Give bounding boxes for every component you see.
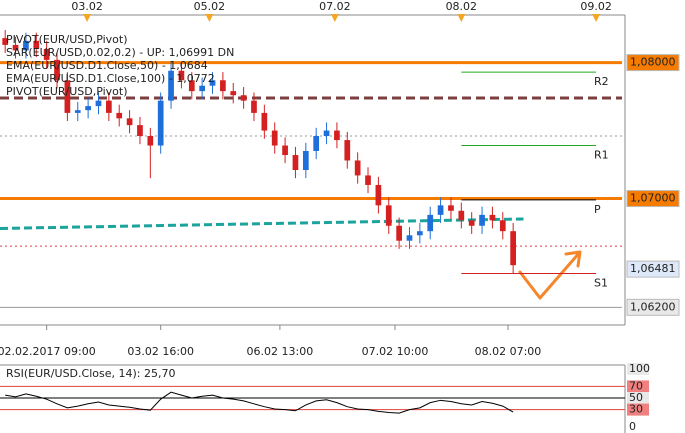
candle-body bbox=[168, 70, 174, 101]
candle-body bbox=[354, 160, 361, 176]
candle-body bbox=[137, 125, 143, 137]
candle-body bbox=[375, 184, 382, 206]
top-tick-label: 07.02 bbox=[319, 0, 351, 13]
rsi-tick-box bbox=[627, 403, 649, 416]
candle-body bbox=[313, 136, 320, 151]
candle-body bbox=[261, 112, 268, 131]
candle-body bbox=[85, 106, 91, 111]
candle-body bbox=[323, 130, 330, 137]
candle-body bbox=[64, 80, 71, 113]
top-tick-label: 09.02 bbox=[580, 0, 612, 13]
x-tick-label: 08.02 07:00 bbox=[475, 345, 542, 358]
candle-body bbox=[23, 40, 29, 51]
x-tick-label: 02.02.2017 09:00 bbox=[0, 345, 96, 358]
y-tick-box bbox=[626, 54, 680, 72]
y-tick-box bbox=[626, 190, 680, 208]
rsi-line bbox=[5, 391, 514, 414]
candle-body bbox=[12, 44, 19, 51]
candle-body bbox=[240, 95, 247, 101]
candle-body bbox=[43, 48, 50, 60]
candle-body bbox=[292, 155, 299, 170]
x-tick-label: 06.02 13:00 bbox=[247, 345, 314, 358]
candle-body bbox=[2, 38, 9, 45]
top-tick-marker bbox=[457, 14, 466, 22]
legend-entry: EMA(EUR/USD.D1.Close,50) - 1,0684 bbox=[6, 59, 208, 72]
candle-body bbox=[251, 100, 257, 113]
top-tick-marker bbox=[205, 14, 214, 22]
rsi-tick-box bbox=[627, 380, 649, 393]
top-tick-label: 03.02 bbox=[71, 0, 103, 13]
candle-body bbox=[468, 220, 475, 226]
candle-body bbox=[479, 214, 485, 226]
y-tick-box bbox=[626, 298, 680, 316]
legend-entry: PIVOT(EUR/USD,Pivot) bbox=[6, 33, 128, 46]
rsi-tick-box bbox=[627, 363, 649, 375]
candle-body bbox=[271, 130, 278, 146]
candle-body bbox=[54, 59, 60, 81]
candle-body bbox=[344, 140, 351, 161]
candle-body bbox=[74, 110, 81, 113]
top-tick-label: 05.02 bbox=[194, 0, 226, 13]
candle-body bbox=[302, 150, 309, 170]
rsi-tick-box bbox=[627, 392, 649, 404]
legend-entry: EMA(EUR/USD.D1.Close,100) - 1,0772 bbox=[6, 72, 215, 85]
candle-body bbox=[416, 231, 423, 236]
candle-body bbox=[406, 235, 413, 241]
y-tick-label: 1,08000 bbox=[630, 56, 676, 69]
candle-body bbox=[220, 80, 226, 92]
rsi-tick-label: 50 bbox=[629, 391, 643, 404]
candle-body bbox=[458, 210, 465, 221]
candle-body bbox=[437, 205, 444, 215]
pivot-label: R2 bbox=[594, 75, 609, 88]
top-tick-marker bbox=[330, 14, 339, 22]
candle-body bbox=[510, 231, 517, 266]
y-tick-box bbox=[626, 260, 680, 278]
x-tick-label: 03.02 16:00 bbox=[127, 345, 194, 358]
candle-body bbox=[282, 145, 288, 156]
arrow-annotation bbox=[518, 250, 582, 300]
candle-body bbox=[105, 100, 112, 113]
candle-body bbox=[448, 205, 454, 211]
candle-body bbox=[33, 40, 40, 49]
candle-body bbox=[147, 136, 154, 146]
rsi-tick-label: 100 bbox=[629, 362, 650, 375]
candle-body bbox=[188, 80, 195, 92]
rsi-tick-label: 0 bbox=[629, 420, 636, 433]
candle-body bbox=[489, 214, 496, 221]
candle-body bbox=[209, 80, 216, 86]
rsi-tick-box bbox=[627, 421, 649, 433]
top-tick-marker bbox=[592, 14, 601, 22]
y-tick-label: 1,06481 bbox=[630, 262, 676, 275]
ema-line bbox=[0, 217, 524, 230]
candle-body bbox=[116, 112, 123, 119]
top-tick-marker bbox=[83, 14, 92, 22]
pivot-label: S1 bbox=[594, 276, 608, 289]
candle-body bbox=[157, 100, 164, 146]
top-tick-label: 08.02 bbox=[446, 0, 478, 13]
candle-body bbox=[95, 100, 102, 107]
candle-body bbox=[199, 85, 206, 92]
y-tick-label: 1,06200 bbox=[630, 300, 676, 313]
pivot-label: R1 bbox=[594, 149, 609, 162]
pivot-label: P bbox=[594, 203, 601, 216]
legend-entry: SAR(EUR/USD,0.02,0.2) - UP: 1,06991 DN bbox=[6, 46, 234, 59]
candle-body bbox=[230, 91, 237, 96]
candle-body bbox=[427, 214, 434, 232]
candle-body bbox=[365, 175, 371, 185]
legend-entry: PIVOT(EUR/USD,Pivot) bbox=[6, 85, 128, 98]
rsi-tick-label: 30 bbox=[629, 403, 643, 416]
rsi-tick-label: 70 bbox=[629, 379, 643, 392]
candle-body bbox=[178, 70, 185, 81]
y-tick-label: 1,07000 bbox=[630, 192, 676, 205]
x-tick-label: 07.02 10:00 bbox=[362, 345, 429, 358]
candle-body bbox=[396, 225, 402, 241]
candle-body bbox=[334, 130, 340, 141]
rsi-title: RSI(EUR/USD.Close, 14): 25,70 bbox=[6, 367, 175, 380]
candle-body bbox=[385, 205, 392, 226]
candle-body bbox=[499, 220, 506, 232]
candle-body bbox=[126, 118, 133, 126]
